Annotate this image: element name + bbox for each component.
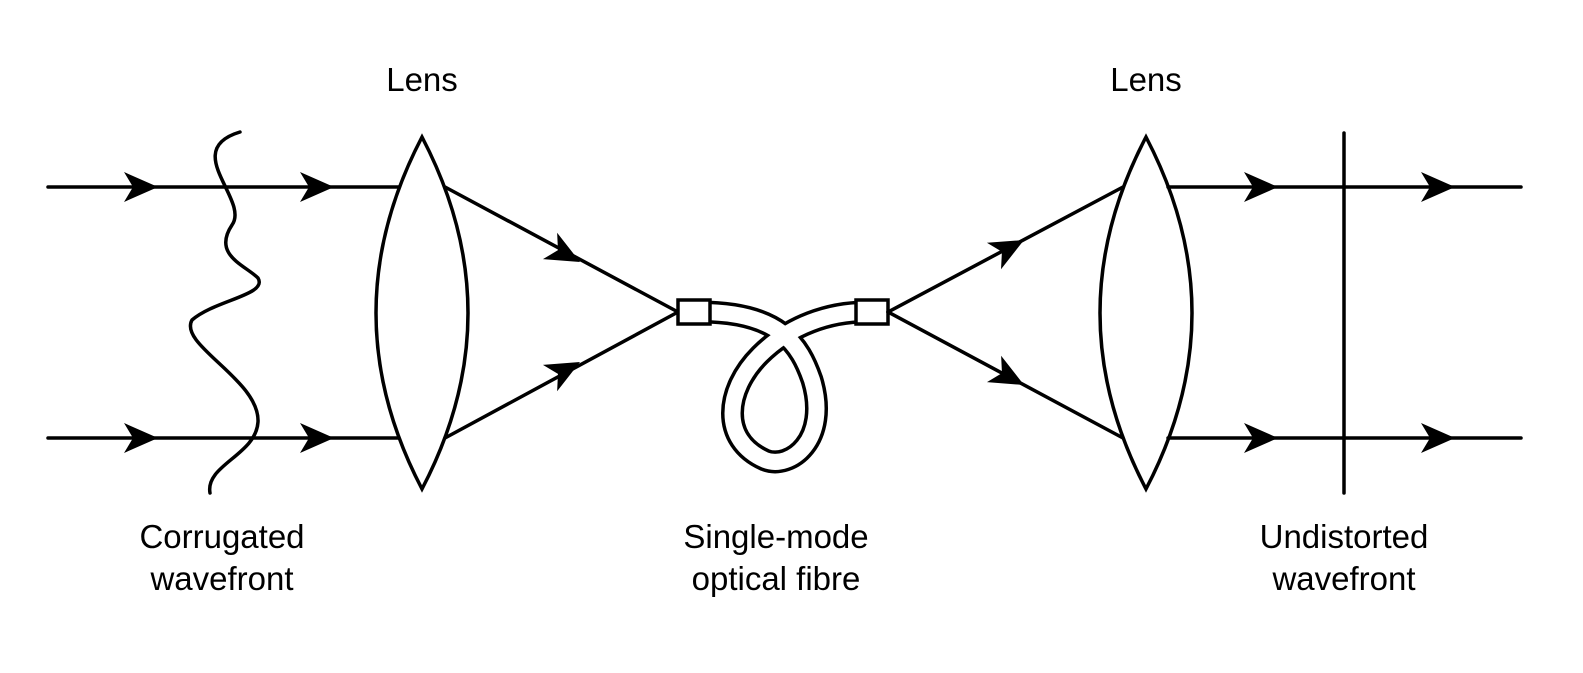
arrowhead	[1244, 423, 1278, 453]
arrowhead	[124, 172, 158, 202]
corrugated-wavefront-label-line2: wavefront	[149, 560, 293, 597]
lens-label-left: Lens	[386, 61, 458, 98]
lens-label-right: Lens	[1110, 61, 1182, 98]
arrowhead	[542, 232, 580, 262]
corrugated-wavefront-curve	[188, 130, 261, 495]
arrowhead	[542, 362, 580, 392]
arrowhead	[1421, 423, 1455, 453]
arrowhead	[300, 172, 334, 202]
fibre-end-left	[676, 298, 712, 326]
corrugated-wavefront-label-line1: Corrugated	[139, 518, 304, 555]
undistorted-wavefront-label-line2: wavefront	[1271, 560, 1415, 597]
fibre-label-line2: optical fibre	[692, 560, 861, 597]
arrowhead	[124, 423, 158, 453]
diverging-rays	[886, 185, 1125, 440]
single-mode-optical-fibre	[676, 298, 890, 474]
fibre-tube-inner	[699, 304, 867, 470]
undistorted-wavefront-label-line1: Undistorted	[1260, 518, 1429, 555]
arrowhead	[1244, 172, 1278, 202]
arrowhead	[1421, 172, 1455, 202]
arrowhead	[986, 240, 1024, 270]
arrowhead	[986, 355, 1024, 385]
fibre-label-line1: Single-mode	[683, 518, 868, 555]
incoming-rays	[46, 172, 402, 453]
arrowhead	[300, 423, 334, 453]
left-lens	[374, 133, 470, 493]
right-lens	[1098, 133, 1194, 493]
fibre-end-right	[854, 298, 890, 326]
converging-rays	[443, 185, 680, 440]
